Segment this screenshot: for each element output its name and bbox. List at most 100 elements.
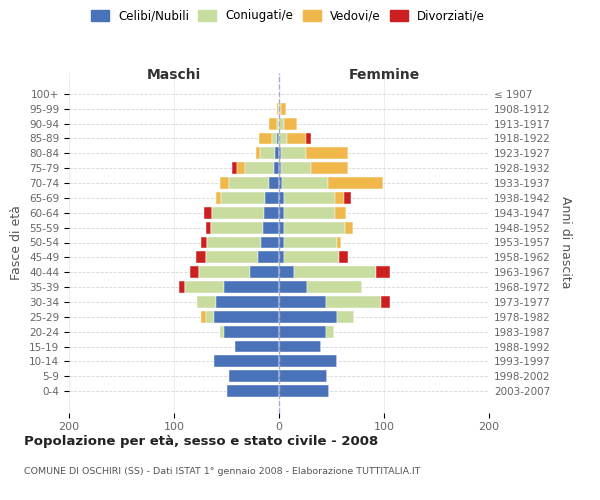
Text: COMUNE DI OSCHIRI (SS) - Dati ISTAT 1° gennaio 2008 - Elaborazione TUTTITALIA.IT: COMUNE DI OSCHIRI (SS) - Dati ISTAT 1° g… xyxy=(24,468,421,476)
Bar xyxy=(232,162,237,174)
Bar xyxy=(245,162,274,174)
Bar xyxy=(212,207,265,218)
Bar xyxy=(272,132,277,144)
Bar xyxy=(256,148,260,160)
Bar xyxy=(216,296,279,308)
Bar xyxy=(279,177,282,189)
Bar xyxy=(220,177,229,189)
Bar xyxy=(281,103,286,115)
Bar xyxy=(229,370,279,382)
Bar xyxy=(284,236,337,248)
Bar xyxy=(279,192,284,204)
Bar xyxy=(284,207,335,218)
Bar xyxy=(376,266,390,278)
Bar xyxy=(279,311,337,322)
Bar xyxy=(311,162,348,174)
Bar xyxy=(224,281,279,293)
Bar xyxy=(265,207,279,218)
Bar xyxy=(279,103,281,115)
Bar xyxy=(307,148,348,160)
Bar xyxy=(214,311,279,322)
Bar xyxy=(259,132,272,144)
Bar xyxy=(279,266,294,278)
Bar xyxy=(179,281,185,293)
Bar xyxy=(250,266,279,278)
Bar xyxy=(284,222,345,234)
Legend: Celibi/Nubili, Coniugati/e, Vedovi/e, Divorziati/e: Celibi/Nubili, Coniugati/e, Vedovi/e, Di… xyxy=(87,6,489,26)
Bar xyxy=(279,252,284,264)
Bar xyxy=(279,162,281,174)
Bar xyxy=(287,132,306,144)
Bar xyxy=(279,326,326,338)
Bar xyxy=(220,326,224,338)
Bar xyxy=(279,118,284,130)
Bar xyxy=(279,385,329,397)
Bar xyxy=(279,207,284,218)
Bar xyxy=(202,236,206,248)
Bar xyxy=(307,281,362,293)
Bar xyxy=(335,207,346,218)
Bar xyxy=(275,148,279,160)
Bar xyxy=(281,162,311,174)
Bar xyxy=(284,118,297,130)
Bar xyxy=(326,296,381,308)
Bar xyxy=(263,222,279,234)
Bar xyxy=(229,177,269,189)
Bar xyxy=(282,177,328,189)
Bar xyxy=(328,177,383,189)
Bar xyxy=(196,252,205,264)
Bar xyxy=(274,162,279,174)
Bar xyxy=(277,132,279,144)
Bar xyxy=(279,340,321,352)
Bar xyxy=(199,266,250,278)
Bar xyxy=(381,296,390,308)
Text: Femmine: Femmine xyxy=(349,68,419,82)
Bar xyxy=(258,252,279,264)
Bar xyxy=(269,177,279,189)
Text: Popolazione per età, sesso e stato civile - 2008: Popolazione per età, sesso e stato civil… xyxy=(24,435,378,448)
Bar xyxy=(335,192,344,204)
Bar xyxy=(202,311,205,322)
Y-axis label: Fasce di età: Fasce di età xyxy=(10,205,23,280)
Bar xyxy=(279,296,326,308)
Bar xyxy=(279,222,284,234)
Bar xyxy=(269,118,277,130)
Bar xyxy=(224,326,279,338)
Bar xyxy=(260,148,275,160)
Bar xyxy=(206,236,261,248)
Bar xyxy=(294,266,376,278)
Bar xyxy=(235,340,279,352)
Bar xyxy=(307,132,311,144)
Y-axis label: Anni di nascita: Anni di nascita xyxy=(559,196,572,288)
Bar xyxy=(279,356,337,368)
Bar xyxy=(284,192,335,204)
Bar xyxy=(345,222,353,234)
Bar xyxy=(205,207,212,218)
Bar xyxy=(185,281,224,293)
Bar xyxy=(284,252,339,264)
Bar xyxy=(237,162,245,174)
Bar xyxy=(279,281,307,293)
Bar xyxy=(205,252,258,264)
Bar xyxy=(211,222,263,234)
Bar xyxy=(216,192,221,204)
Bar xyxy=(265,192,279,204)
Bar xyxy=(277,103,279,115)
Bar xyxy=(279,370,328,382)
Bar xyxy=(279,236,284,248)
Bar xyxy=(197,296,216,308)
Bar xyxy=(279,148,281,160)
Bar xyxy=(339,252,348,264)
Bar xyxy=(221,192,265,204)
Bar xyxy=(190,266,199,278)
Bar xyxy=(277,118,279,130)
Bar xyxy=(337,311,353,322)
Bar xyxy=(326,326,334,338)
Bar xyxy=(279,132,287,144)
Bar xyxy=(344,192,352,204)
Bar xyxy=(337,236,341,248)
Bar xyxy=(205,222,211,234)
Bar xyxy=(214,356,279,368)
Bar xyxy=(281,148,307,160)
Text: Maschi: Maschi xyxy=(147,68,201,82)
